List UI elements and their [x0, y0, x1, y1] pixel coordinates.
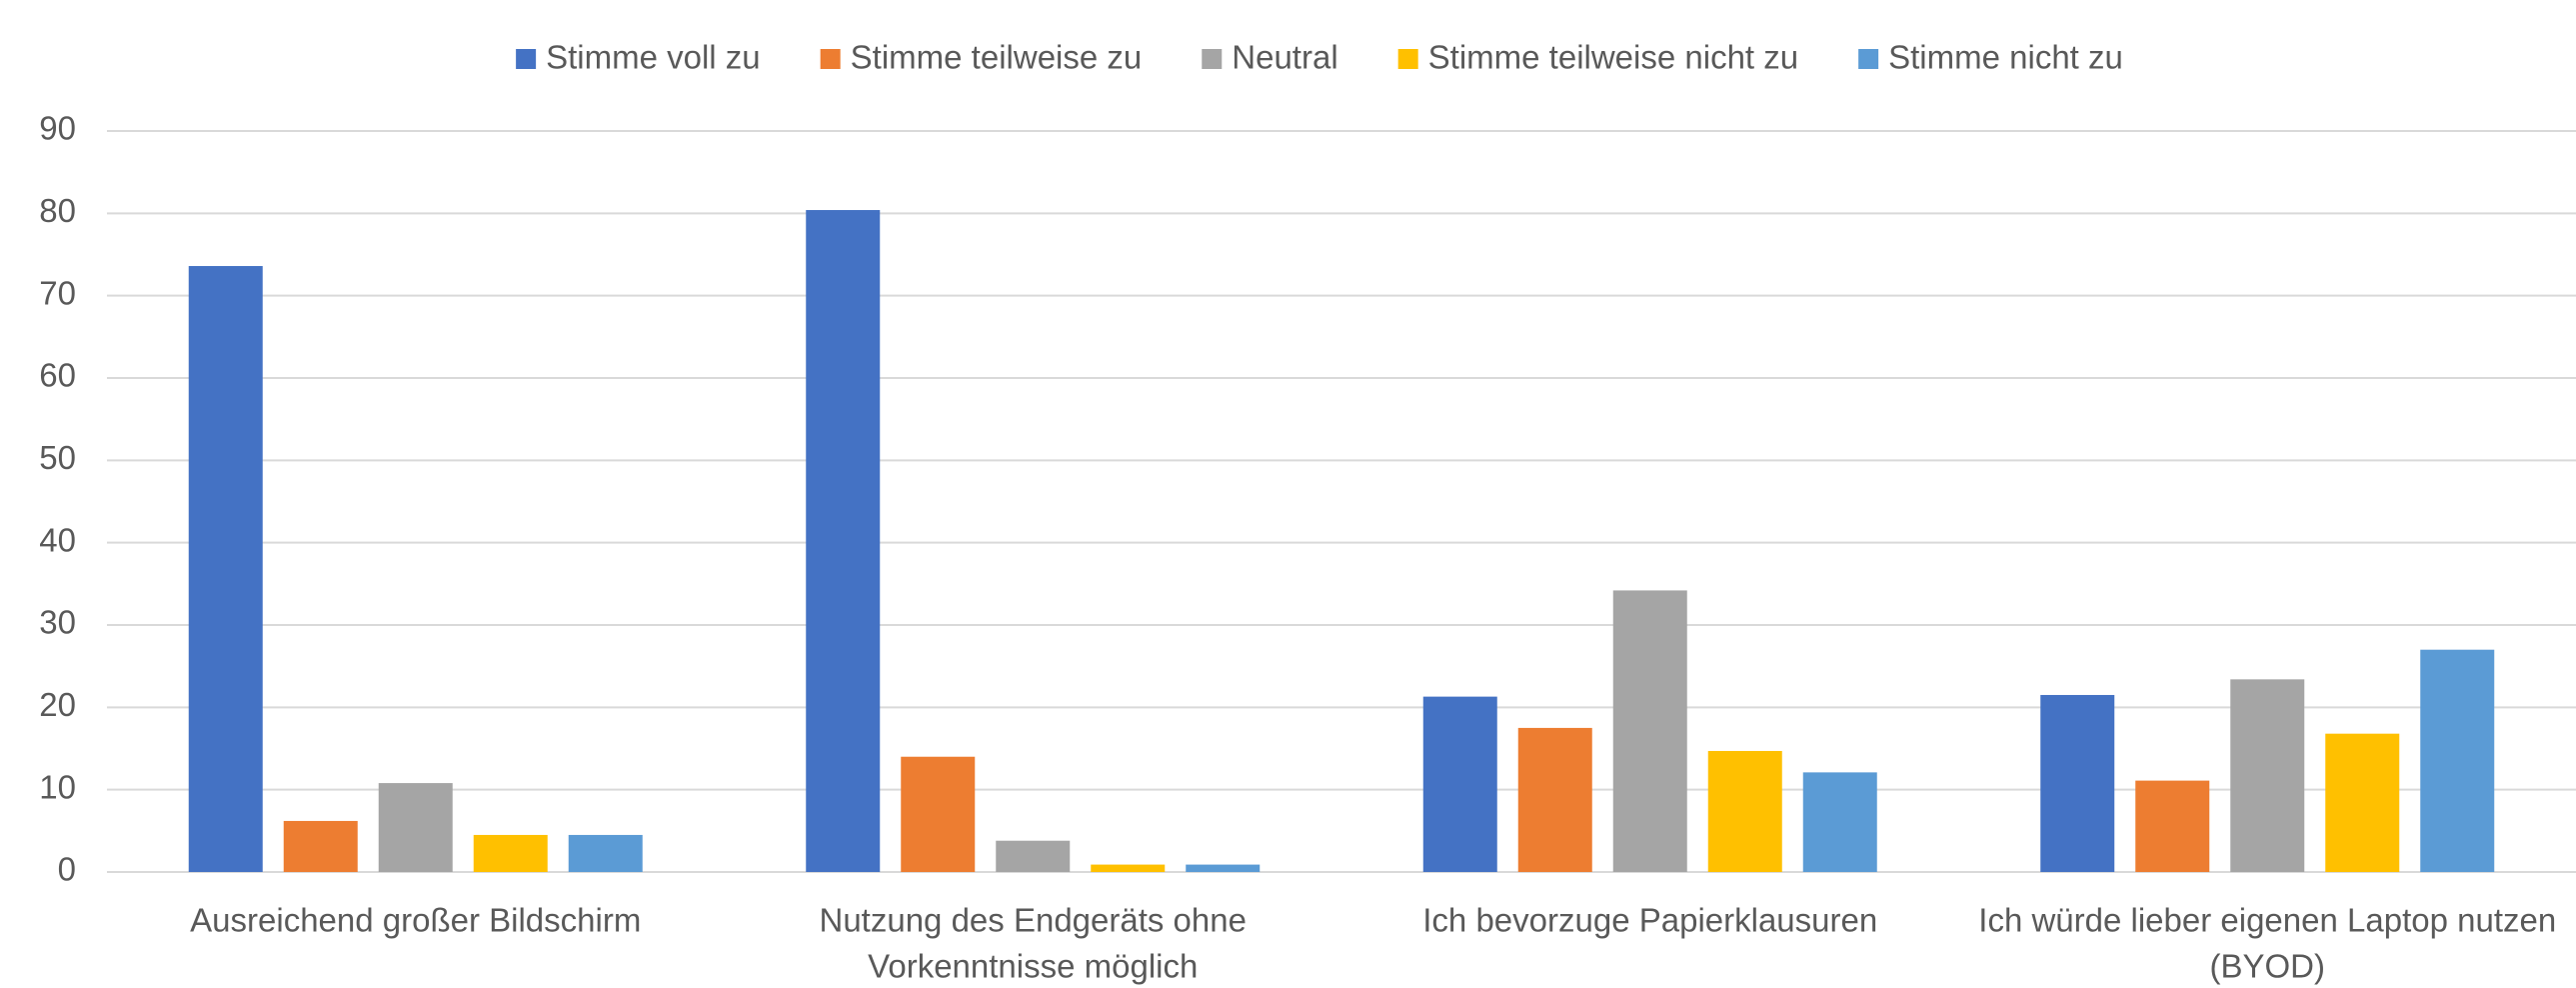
x-tick-label: Ausreichend großer Bildschirm [190, 902, 641, 939]
bar [1422, 696, 1497, 872]
y-tick-label: 70 [39, 274, 76, 311]
bar [996, 840, 1071, 872]
legend-swatch [820, 49, 841, 69]
bar [2420, 649, 2495, 872]
y-tick-label: 60 [39, 357, 76, 394]
bar [1517, 727, 1592, 872]
bar [188, 266, 263, 872]
legend-label: Neutral [1232, 39, 1337, 76]
bar [2040, 694, 2115, 872]
legend-swatch [1202, 49, 1223, 69]
bar [378, 783, 453, 872]
y-tick-label: 40 [39, 521, 76, 558]
bar [283, 820, 358, 872]
x-tick-label: (BYOD) [2210, 948, 2326, 985]
y-tick-label: 20 [39, 686, 76, 723]
legend-swatch [1397, 49, 1418, 69]
legend-swatch [1858, 49, 1879, 69]
bar [1186, 864, 1261, 872]
y-tick-label: 30 [39, 604, 76, 641]
bar [901, 756, 976, 872]
legend-label: Stimme voll zu [546, 39, 761, 76]
bar [568, 834, 643, 872]
bar [473, 834, 548, 872]
y-tick-label: 50 [39, 439, 76, 476]
x-tick-label: Ich würde lieber eigenen Laptop nutzen [1978, 902, 2556, 939]
legend-label: Stimme nicht zu [1888, 39, 2123, 76]
bar [2135, 780, 2210, 872]
legend-label: Stimme teilweise nicht zu [1428, 39, 1798, 76]
bar [1612, 590, 1687, 872]
x-tick-label: Nutzung des Endgeräts ohne [820, 902, 1247, 939]
bar [2325, 733, 2400, 872]
legend-label: Stimme teilweise zu [851, 39, 1143, 76]
bar [1707, 750, 1782, 872]
bar [2230, 679, 2305, 872]
x-tick-label: Ich bevorzuge Papierklausuren [1422, 902, 1877, 939]
bar [1091, 864, 1166, 872]
y-tick-label: 80 [39, 192, 76, 229]
bar [1802, 772, 1877, 872]
y-tick-label: 90 [39, 110, 76, 147]
y-tick-label: 0 [58, 851, 76, 888]
bar [806, 210, 881, 873]
legend-swatch [516, 49, 537, 69]
x-tick-label: Vorkenntnisse möglich [868, 948, 1198, 985]
y-tick-label: 10 [39, 768, 76, 805]
